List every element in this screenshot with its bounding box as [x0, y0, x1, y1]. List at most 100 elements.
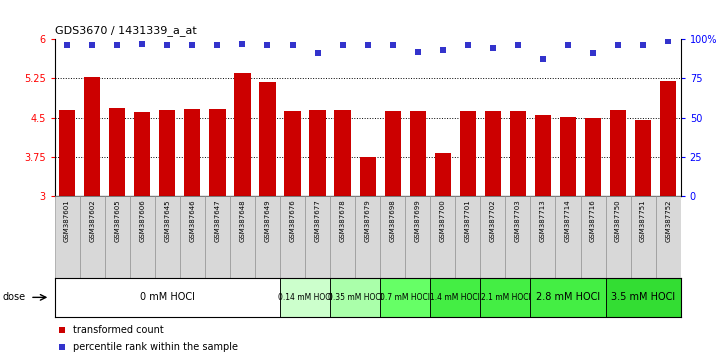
Bar	[430, 196, 455, 278]
Point	[662, 38, 674, 43]
Bar	[155, 196, 180, 278]
Text: GSM387701: GSM387701	[464, 200, 471, 242]
Text: GSM387703: GSM387703	[515, 200, 521, 242]
Text: GSM387716: GSM387716	[590, 200, 596, 242]
Point	[237, 41, 248, 46]
Bar	[330, 278, 380, 317]
Bar	[360, 157, 376, 196]
Text: transformed count: transformed count	[74, 325, 164, 335]
Bar	[330, 196, 355, 278]
Point	[287, 42, 298, 48]
Point	[337, 42, 349, 48]
Bar	[285, 112, 301, 196]
Text: GDS3670 / 1431339_a_at: GDS3670 / 1431339_a_at	[55, 25, 197, 36]
Bar	[280, 196, 305, 278]
Text: GSM387752: GSM387752	[665, 200, 671, 242]
Text: GSM387606: GSM387606	[139, 200, 146, 242]
Point	[56, 344, 68, 349]
Point	[261, 42, 273, 48]
Bar	[105, 196, 130, 278]
Bar	[234, 73, 250, 196]
Bar	[430, 278, 480, 317]
Text: GSM387702: GSM387702	[490, 200, 496, 242]
Text: GSM387646: GSM387646	[189, 200, 195, 242]
Bar	[55, 278, 280, 317]
Text: GSM387647: GSM387647	[214, 200, 221, 242]
Bar	[405, 196, 430, 278]
Point	[437, 47, 448, 53]
Bar	[309, 110, 325, 196]
Text: GSM387714: GSM387714	[565, 200, 571, 242]
Text: GSM387648: GSM387648	[240, 200, 245, 242]
Point	[462, 42, 474, 48]
Point	[162, 42, 173, 48]
Text: 0.35 mM HOCl: 0.35 mM HOCl	[328, 293, 382, 302]
Point	[61, 42, 73, 48]
Bar	[109, 108, 125, 196]
Bar	[230, 196, 255, 278]
Text: GSM387698: GSM387698	[389, 200, 396, 242]
Point	[186, 42, 198, 48]
Point	[111, 42, 123, 48]
Text: GSM387601: GSM387601	[64, 200, 70, 242]
Bar	[410, 112, 426, 196]
Point	[87, 42, 98, 48]
Bar	[656, 196, 681, 278]
Point	[562, 42, 574, 48]
Bar	[159, 110, 175, 196]
Text: 3.5 mM HOCl: 3.5 mM HOCl	[611, 292, 675, 302]
Bar	[380, 196, 405, 278]
Text: 0.14 mM HOCl: 0.14 mM HOCl	[277, 293, 333, 302]
Bar	[380, 278, 430, 317]
Text: dose: dose	[3, 292, 26, 302]
Text: GSM387676: GSM387676	[290, 200, 296, 242]
Text: GSM387699: GSM387699	[415, 200, 421, 242]
Point	[637, 42, 649, 48]
Text: GSM387750: GSM387750	[615, 200, 621, 242]
Bar	[55, 196, 79, 278]
Text: GSM387605: GSM387605	[114, 200, 120, 242]
Bar	[555, 196, 580, 278]
Bar	[531, 196, 555, 278]
Text: 1.4 mM HOCl: 1.4 mM HOCl	[430, 293, 480, 302]
Bar	[435, 153, 451, 196]
Text: GSM387678: GSM387678	[339, 200, 346, 242]
Text: percentile rank within the sample: percentile rank within the sample	[74, 342, 238, 352]
Bar	[606, 278, 681, 317]
Text: GSM387700: GSM387700	[440, 200, 446, 242]
Point	[212, 42, 223, 48]
Bar	[510, 112, 526, 196]
Point	[56, 327, 68, 333]
Bar	[180, 196, 205, 278]
Text: 0 mM HOCl: 0 mM HOCl	[140, 292, 194, 302]
Text: 2.1 mM HOCl: 2.1 mM HOCl	[480, 293, 530, 302]
Bar	[560, 117, 576, 196]
Bar	[355, 196, 380, 278]
Text: 2.8 mM HOCl: 2.8 mM HOCl	[536, 292, 600, 302]
Text: GSM387751: GSM387751	[640, 200, 646, 242]
Bar	[209, 109, 226, 196]
Bar	[459, 112, 476, 196]
Bar	[505, 196, 531, 278]
Bar	[84, 77, 100, 196]
Point	[136, 41, 148, 46]
Bar	[184, 109, 200, 196]
Bar	[280, 278, 330, 317]
Bar	[130, 196, 155, 278]
Bar	[606, 196, 630, 278]
Bar	[535, 115, 551, 196]
Bar	[205, 196, 230, 278]
Text: GSM387677: GSM387677	[314, 200, 320, 242]
Bar	[580, 196, 606, 278]
Bar	[79, 196, 105, 278]
Bar	[480, 278, 531, 317]
Point	[512, 42, 523, 48]
Point	[537, 57, 549, 62]
Bar	[134, 113, 151, 196]
Point	[362, 42, 373, 48]
Text: GSM387649: GSM387649	[264, 200, 271, 242]
Bar	[59, 110, 75, 196]
Text: GSM387602: GSM387602	[89, 200, 95, 242]
Bar	[660, 81, 676, 196]
Bar	[630, 196, 656, 278]
